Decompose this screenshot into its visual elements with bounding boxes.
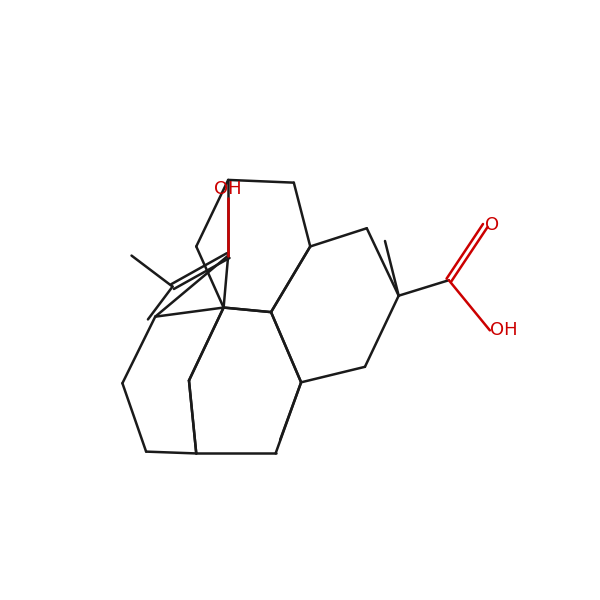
Text: O: O xyxy=(485,217,499,235)
Text: OH: OH xyxy=(214,180,242,198)
Text: OH: OH xyxy=(490,322,517,340)
